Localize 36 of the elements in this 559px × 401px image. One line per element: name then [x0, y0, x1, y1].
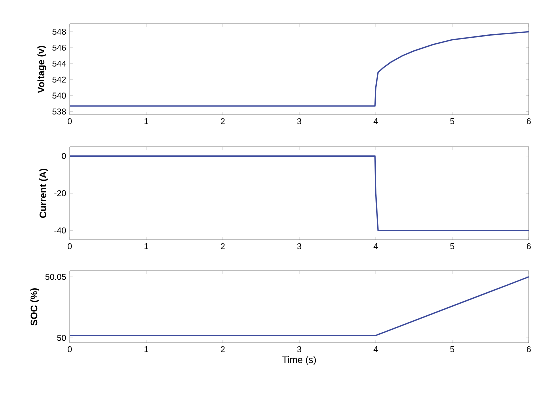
y-tick-label: 540 [52, 92, 66, 99]
x-tick-label: 0 [68, 346, 72, 353]
x-tick-label: 0 [68, 244, 72, 250]
y-tick-label: 538 [52, 108, 66, 115]
y-axis-title: SOC (%) [30, 288, 40, 326]
x-tick-label: 1 [144, 118, 148, 124]
y-tick-label: 50 [57, 335, 66, 342]
y-tick-label: 0 [62, 153, 66, 160]
y-tick-label: -40 [54, 228, 66, 234]
y-axis-title: Voltage (v) [38, 46, 46, 94]
x-tick-label: 4 [374, 244, 378, 250]
x-tick-label: 5 [450, 118, 455, 124]
y-tick-label: 544 [52, 60, 66, 67]
x-tick-label: 3 [297, 118, 302, 125]
x-axis-title: Time (s) [282, 356, 316, 366]
x-tick-label: 4 [374, 346, 378, 352]
x-tick-label: 3 [297, 244, 302, 250]
x-tick-label: 6 [527, 346, 531, 353]
y-tick-label: 50.05 [46, 274, 66, 280]
x-tick-label: 5 [450, 346, 455, 352]
x-tick-label: 2 [221, 244, 225, 250]
x-tick-label: 2 [221, 346, 225, 352]
x-tick-label: 4 [374, 118, 378, 124]
x-tick-label: 1 [144, 244, 148, 250]
y-tick-label: -20 [54, 190, 66, 196]
x-tick-label: 5 [450, 244, 455, 250]
x-tick-label: 0 [68, 118, 72, 125]
y-tick-label: 548 [52, 28, 66, 35]
x-tick-label: 6 [527, 244, 531, 250]
y-tick-label: 542 [52, 76, 66, 83]
x-tick-label: 1 [144, 346, 148, 352]
x-tick-label: 2 [221, 118, 225, 124]
x-tick-label: 3 [297, 346, 302, 353]
y-tick-label: 546 [52, 44, 66, 51]
y-axis-title: Current (A) [40, 169, 48, 218]
x-tick-label: 6 [527, 118, 531, 125]
